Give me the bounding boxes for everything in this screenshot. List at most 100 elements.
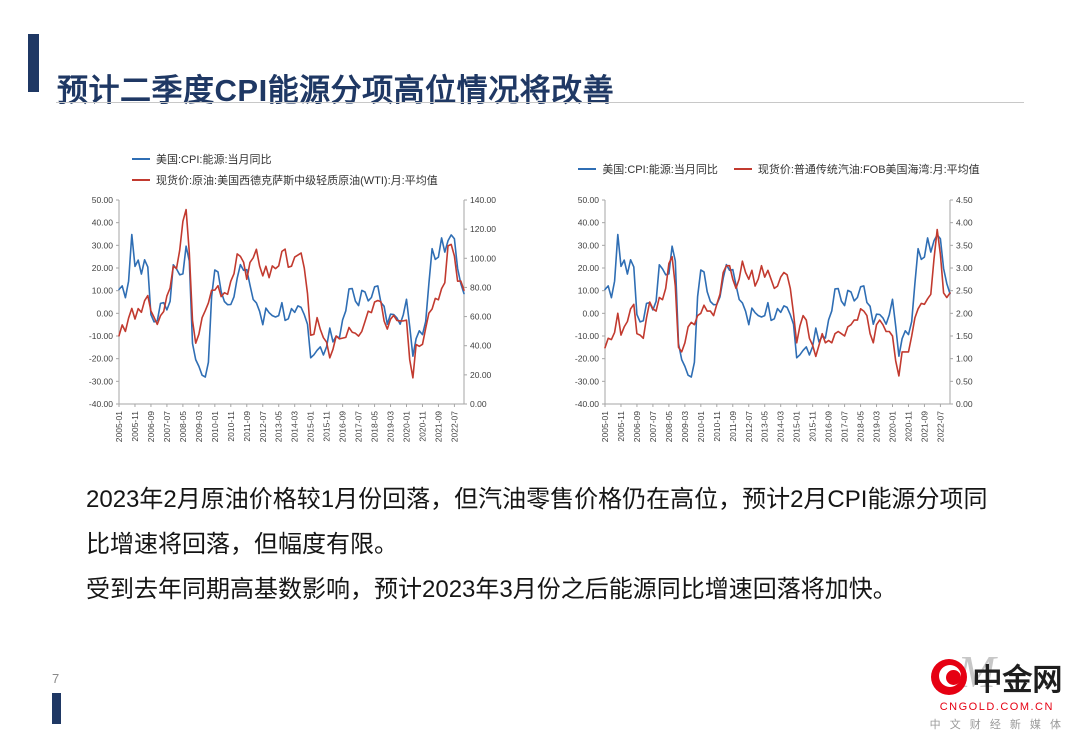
logo-tagline: 中 文 财 经 新 媒 体 (929, 719, 1064, 731)
svg-text:2021-09: 2021-09 (919, 411, 929, 442)
svg-text:2007-07: 2007-07 (648, 411, 658, 442)
svg-text:10.00: 10.00 (92, 286, 114, 296)
svg-text:0.00: 0.00 (96, 308, 113, 318)
svg-text:-40.00: -40.00 (89, 399, 113, 409)
cngold-logo-icon (931, 659, 968, 695)
svg-text:50.00: 50.00 (92, 195, 114, 205)
chart-left-legend: 美国:CPI:能源:当月同比现货价:原油:美国西德克萨斯中级轻质原油(WTI):… (72, 146, 514, 192)
svg-text:60.00: 60.00 (470, 312, 492, 322)
svg-text:0.00: 0.00 (956, 399, 973, 409)
svg-text:2020-11: 2020-11 (903, 411, 913, 442)
svg-text:2011-09: 2011-09 (728, 411, 738, 442)
svg-text:40.00: 40.00 (92, 218, 114, 228)
charts-row: 美国:CPI:能源:当月同比现货价:原油:美国西德克萨斯中级轻质原油(WTI):… (72, 146, 1000, 474)
svg-text:2020-01: 2020-01 (888, 411, 898, 442)
svg-text:4.00: 4.00 (956, 218, 973, 228)
svg-text:2021-09: 2021-09 (433, 411, 443, 442)
svg-text:2016-09: 2016-09 (824, 411, 834, 442)
svg-text:2016-09: 2016-09 (338, 411, 348, 442)
svg-text:2015-11: 2015-11 (322, 411, 332, 442)
svg-text:2022-07: 2022-07 (935, 411, 945, 442)
svg-text:140.00: 140.00 (470, 195, 496, 205)
svg-text:3.00: 3.00 (956, 263, 973, 273)
svg-text:80.00: 80.00 (470, 282, 492, 292)
svg-text:2005-11: 2005-11 (616, 411, 626, 442)
svg-text:2013-05: 2013-05 (760, 411, 770, 442)
svg-text:2017-07: 2017-07 (354, 411, 364, 442)
svg-text:2014-03: 2014-03 (290, 411, 300, 442)
site-logo: M 中金网 CNGOLD.COM.CN 中 文 财 经 新 媒 体 (929, 646, 1064, 732)
svg-text:2022-07: 2022-07 (449, 411, 459, 442)
page-number: 7 (52, 671, 60, 686)
svg-text:-30.00: -30.00 (89, 376, 113, 386)
svg-text:2018-05: 2018-05 (370, 411, 380, 442)
svg-text:2008-05: 2008-05 (178, 411, 188, 442)
commentary: 2023年2月原油价格较1月份回落，但汽油零售价格仍在高位，预计2月CPI能源分… (86, 477, 988, 612)
legend-item: 现货价:原油:美国西德克萨斯中级轻质原油(WTI):月:平均值 (132, 172, 438, 188)
svg-text:-40.00: -40.00 (575, 399, 599, 409)
svg-text:0.00: 0.00 (470, 399, 487, 409)
svg-text:2005-11: 2005-11 (130, 411, 140, 442)
page-title: 预计二季度CPI能源分项高位情况将改善 (57, 72, 615, 108)
svg-text:0.50: 0.50 (956, 376, 973, 386)
svg-text:120.00: 120.00 (470, 224, 496, 234)
svg-text:2006-09: 2006-09 (632, 411, 642, 442)
svg-text:2010-11: 2010-11 (712, 411, 722, 442)
svg-text:2007-07: 2007-07 (162, 411, 172, 442)
svg-text:1.00: 1.00 (956, 354, 973, 364)
legend-label: 美国:CPI:能源:当月同比 (156, 153, 272, 166)
legend-line-marker (132, 157, 150, 160)
chart-right: 美国:CPI:能源:当月同比 现货价:普通传统汽油:FOB美国海湾:月:平均值 5… (558, 146, 1000, 474)
footer-accent-bar (52, 693, 61, 724)
svg-text:2017-07: 2017-07 (840, 411, 850, 442)
chart-left-plot: 50.00 40.00 30.00 20.00 10.00 0.00 -10.00 -20.0… (72, 192, 514, 474)
svg-text:40.00: 40.00 (470, 341, 492, 351)
svg-text:-10.00: -10.00 (575, 331, 599, 341)
svg-text:4.50: 4.50 (956, 195, 973, 205)
svg-text:2012-07: 2012-07 (258, 411, 268, 442)
svg-text:-30.00: -30.00 (575, 376, 599, 386)
svg-text:2014-03: 2014-03 (776, 411, 786, 442)
svg-text:2015-11: 2015-11 (808, 411, 818, 442)
svg-text:50.00: 50.00 (578, 195, 600, 205)
svg-text:2019-03: 2019-03 (386, 411, 396, 442)
logo-swirl-inner (946, 670, 962, 685)
svg-text:-20.00: -20.00 (575, 354, 599, 364)
svg-text:2010-01: 2010-01 (696, 411, 706, 442)
chart-left: 美国:CPI:能源:当月同比现货价:原油:美国西德克萨斯中级轻质原油(WTI):… (72, 146, 514, 474)
svg-text:2020-01: 2020-01 (402, 411, 412, 442)
svg-text:-10.00: -10.00 (89, 331, 113, 341)
svg-text:0.00: 0.00 (582, 308, 599, 318)
svg-text:2009-03: 2009-03 (194, 411, 204, 442)
svg-text:2.50: 2.50 (956, 286, 973, 296)
svg-text:20.00: 20.00 (92, 263, 114, 273)
svg-text:2015-01: 2015-01 (306, 411, 316, 442)
legend-line-marker (733, 168, 752, 170)
legend-label: 现货价:原油:美国西德克萨斯中级轻质原油(WTI):月:平均值 (156, 174, 438, 187)
svg-text:20.00: 20.00 (578, 263, 600, 273)
svg-text:2018-05: 2018-05 (856, 411, 866, 442)
logo-row: M 中金网 (931, 646, 1063, 699)
svg-text:2.00: 2.00 (956, 308, 973, 318)
svg-text:2005-01: 2005-01 (114, 411, 124, 442)
commentary-paragraph-2: 受到去年同期高基数影响，预计2023年3月份之后能源同比增速回落将加快。 (86, 576, 897, 603)
svg-text:2006-09: 2006-09 (146, 411, 156, 442)
logo-name: 中金网 (972, 664, 1063, 697)
svg-text:2013-05: 2013-05 (274, 411, 284, 442)
legend-item: 美国:CPI:能源:当月同比 (132, 151, 272, 167)
svg-text:2005-01: 2005-01 (600, 411, 610, 442)
svg-text:40.00: 40.00 (578, 218, 600, 228)
chart-right-plot: 50.00 40.00 30.00 20.00 10.00 0.00 -10.00 -20.0… (558, 192, 1000, 474)
svg-text:2020-11: 2020-11 (417, 411, 427, 442)
legend-item: 现货价:普通传统汽油:FOB美国海湾:月:平均值 (733, 161, 980, 177)
svg-text:30.00: 30.00 (92, 240, 114, 250)
commentary-paragraph-1: 2023年2月原油价格较1月份回落，但汽油零售价格仍在高位，预计2月CPI能源分… (86, 486, 988, 558)
legend-label: 美国:CPI:能源:当月同比 (602, 164, 718, 176)
title-divider (56, 102, 1024, 103)
svg-text:2019-03: 2019-03 (872, 411, 882, 442)
legend-label: 现货价:普通传统汽油:FOB美国海湾:月:平均值 (757, 164, 980, 176)
svg-text:-20.00: -20.00 (89, 354, 113, 364)
svg-text:2011-09: 2011-09 (242, 411, 252, 442)
svg-text:30.00: 30.00 (578, 240, 600, 250)
